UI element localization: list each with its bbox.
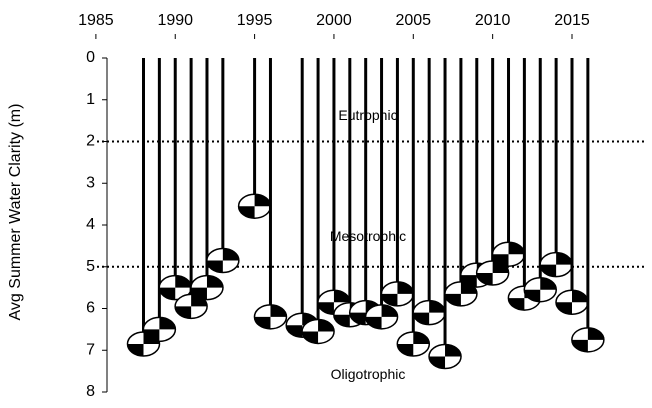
x-tick-label: 2000	[316, 12, 352, 29]
disk-quarter	[413, 312, 430, 325]
y-tick-label: 5	[86, 258, 95, 275]
secchi-disk	[491, 241, 526, 267]
disk-quarter	[349, 312, 366, 325]
annotation: Eutrophic	[338, 107, 397, 123]
disk-quarter	[206, 275, 223, 288]
disk-quarter	[254, 194, 271, 207]
secchi-disk	[317, 289, 351, 315]
disk-quarter	[238, 206, 255, 219]
y-axis-label: Avg Summer Water Clarity (m)	[7, 104, 24, 321]
secchi-disk	[571, 327, 605, 353]
x-tick-label: 2005	[395, 12, 431, 29]
secchi-disk	[253, 304, 288, 330]
disk-quarter	[413, 331, 430, 344]
disk-quarter	[508, 242, 525, 255]
secchi-disk	[555, 289, 589, 315]
x-tick-label: 1990	[157, 12, 193, 29]
disk-quarter	[317, 302, 334, 315]
disk-quarter	[555, 302, 572, 315]
disk-quarter	[571, 290, 588, 303]
disk-quarter	[143, 329, 160, 342]
disk-quarter	[460, 281, 477, 294]
disk-quarter	[270, 304, 287, 317]
secchi-disk	[428, 343, 462, 370]
disk-quarter	[365, 316, 382, 329]
y-tick-label: 1	[86, 91, 95, 108]
disk-quarter	[286, 325, 303, 338]
disk-quarter	[222, 248, 239, 261]
disk-quarter	[556, 252, 573, 265]
secchi-disk	[396, 331, 431, 357]
disk-quarter	[524, 289, 541, 302]
disk-quarter	[397, 343, 414, 356]
disk-quarter	[429, 356, 446, 369]
disk-quarter	[318, 319, 335, 332]
secchi-disk	[301, 318, 335, 345]
disk-quarter	[206, 260, 223, 273]
y-tick-label: 7	[86, 341, 95, 358]
x-tick-label: 1995	[237, 12, 273, 29]
disk-quarter	[429, 300, 446, 313]
x-tick-label: 2010	[475, 12, 511, 29]
disk-quarter	[587, 327, 604, 340]
disk-quarter	[460, 275, 477, 288]
secchi-disk	[412, 299, 446, 326]
x-tick-label: 1985	[78, 12, 114, 29]
secchi-disk	[475, 260, 510, 286]
disk-quarter	[254, 316, 271, 329]
annotation: Oligotrophic	[331, 366, 406, 382]
disk-quarter	[397, 281, 414, 294]
y-tick-label: 0	[86, 49, 95, 66]
disk-quarter	[492, 261, 509, 274]
disk-quarter	[159, 287, 176, 300]
disk-quarter	[445, 344, 462, 357]
secchi-disk	[539, 251, 573, 278]
secchi-disk	[142, 316, 177, 343]
disk-quarter	[191, 294, 208, 307]
secchi-disk	[380, 281, 415, 307]
disk-quarter	[444, 293, 461, 306]
y-tick-label: 8	[86, 383, 95, 400]
disk-quarter	[175, 306, 192, 319]
x-tick-label: 2015	[554, 12, 590, 29]
disk-quarter	[381, 293, 398, 306]
disk-quarter	[381, 304, 398, 317]
disk-quarter	[540, 264, 557, 277]
disk-quarter	[508, 298, 525, 311]
y-tick-label: 4	[86, 216, 95, 233]
secchi-disk	[364, 304, 399, 330]
y-tick-label: 6	[86, 300, 95, 317]
secchi-disk	[174, 293, 208, 320]
y-tick-label: 2	[86, 133, 95, 150]
secchi-disk	[206, 247, 240, 274]
annotation: Mesotrophic	[330, 228, 406, 244]
disk-quarter	[175, 275, 192, 288]
secchi-disk	[444, 281, 478, 307]
disk-quarter	[571, 339, 588, 352]
disk-quarter	[302, 331, 319, 344]
disk-quarter	[159, 317, 176, 330]
secchi-disk	[237, 193, 272, 219]
y-tick-label: 3	[86, 174, 95, 191]
disk-quarter	[333, 314, 350, 327]
disk-quarter	[540, 277, 557, 290]
disk-quarter	[492, 254, 509, 267]
secchi-disk	[523, 276, 558, 303]
disk-quarter	[127, 343, 144, 356]
disk-quarter	[333, 290, 350, 303]
disk-quarter	[476, 273, 493, 286]
secchi-disk	[190, 274, 224, 301]
disk-quarter	[190, 287, 207, 300]
